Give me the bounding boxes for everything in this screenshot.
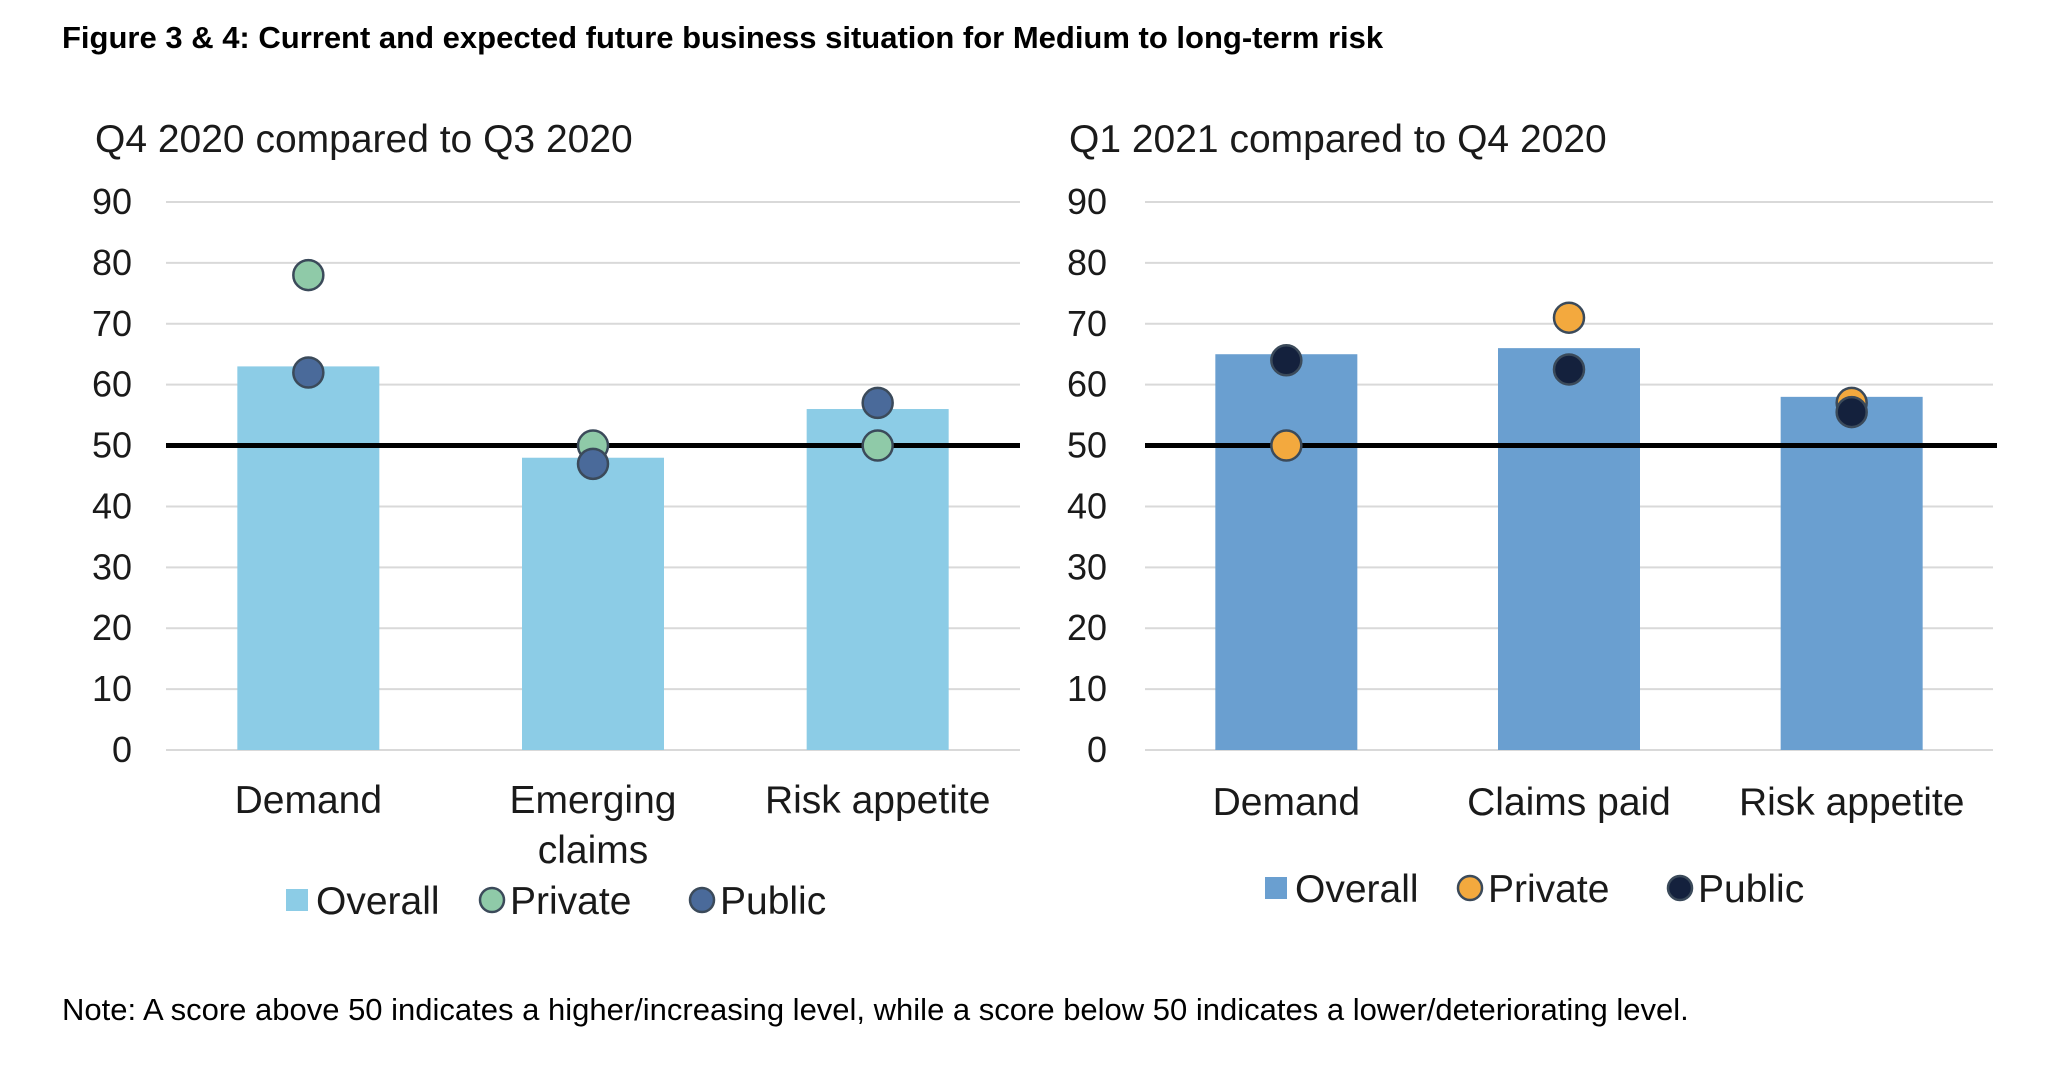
bar-overall-claims-paid bbox=[1498, 348, 1640, 750]
legend-swatch-public bbox=[1666, 874, 1694, 902]
legend-swatch-overall bbox=[1265, 877, 1287, 899]
x-category-label: Risk appetite bbox=[1739, 781, 1964, 824]
y-tick-label: 0 bbox=[112, 729, 132, 770]
x-category-label: Demand bbox=[1213, 781, 1360, 824]
legend: Overall Private Public bbox=[1265, 868, 1804, 911]
bar-overall-demand bbox=[237, 366, 380, 750]
y-tick-label: 20 bbox=[1067, 607, 1107, 648]
y-tick-label: 50 bbox=[92, 425, 132, 466]
y-tick-label: 90 bbox=[1067, 181, 1107, 222]
point-public-risk-appetite bbox=[1835, 395, 1868, 429]
y-tick-label: 80 bbox=[1067, 242, 1107, 283]
y-tick-label: 80 bbox=[92, 242, 132, 283]
y-tick-label: 30 bbox=[92, 546, 132, 587]
legend-label-private: Private bbox=[510, 880, 631, 923]
bar-overall-emerging-claims bbox=[522, 457, 664, 750]
bar-overall-risk-appetite bbox=[1780, 396, 1923, 750]
y-tick-label: 40 bbox=[1067, 485, 1107, 526]
point-public-risk-appetite bbox=[861, 386, 894, 420]
figure-note: Note: A score above 50 indicates a highe… bbox=[62, 992, 1689, 1027]
point-public-demand bbox=[1270, 344, 1303, 377]
y-tick-label: 60 bbox=[1067, 364, 1107, 405]
bar-overall-risk-appetite bbox=[806, 409, 949, 750]
point-private-claims-paid bbox=[1552, 301, 1586, 334]
y-tick-label: 40 bbox=[92, 485, 132, 526]
x-category-label: Risk appetite bbox=[765, 779, 990, 822]
point-private-demand bbox=[1270, 429, 1303, 462]
chart-title: Q4 2020 compared to Q3 2020 bbox=[95, 118, 633, 161]
point-private-demand bbox=[292, 258, 325, 292]
legend-label-overall: Overall bbox=[1295, 868, 1419, 911]
y-tick-label: 20 bbox=[92, 607, 132, 648]
legend-label-public: Public bbox=[720, 880, 826, 923]
y-tick-label: 10 bbox=[1067, 668, 1107, 709]
y-tick-label: 30 bbox=[1067, 546, 1107, 587]
legend-label-public: Public bbox=[1698, 868, 1804, 911]
x-category-label: Emerging bbox=[510, 779, 677, 822]
bar-overall-demand bbox=[1215, 354, 1358, 750]
x-category-label: Demand bbox=[235, 779, 382, 822]
legend-swatch-public bbox=[688, 886, 716, 914]
chart-left: Q4 2020 compared to Q3 2020 0 10 20 30 40 50 60… bbox=[92, 118, 1020, 923]
y-tick-label: 90 bbox=[92, 181, 132, 222]
y-tick-label: 60 bbox=[92, 364, 132, 405]
chart-right: Q1 2021 compared to Q4 2020 0 10 20 30 40 50 60… bbox=[1067, 118, 1997, 911]
y-tick-label: 10 bbox=[92, 668, 132, 709]
legend-label-overall: Overall bbox=[316, 880, 440, 923]
y-tick-label: 50 bbox=[1067, 425, 1107, 466]
legend-swatch-private bbox=[1456, 874, 1484, 902]
legend-swatch-overall bbox=[286, 889, 308, 911]
figure-title: Figure 3 & 4: Current and expected futur… bbox=[62, 20, 1384, 55]
point-public-claims-paid bbox=[1552, 353, 1586, 386]
legend: Overall Private Public bbox=[286, 880, 826, 923]
y-tick-label: 0 bbox=[1087, 729, 1107, 770]
point-public-emerging-claims bbox=[576, 447, 610, 481]
x-category-label: Claims paid bbox=[1467, 781, 1671, 824]
y-tick-label: 70 bbox=[92, 303, 132, 344]
legend-label-private: Private bbox=[1488, 868, 1609, 911]
point-private-risk-appetite bbox=[861, 429, 894, 462]
y-tick-label: 70 bbox=[1067, 303, 1107, 344]
legend-swatch-private bbox=[478, 886, 506, 914]
chart-title: Q1 2021 compared to Q4 2020 bbox=[1069, 118, 1607, 161]
x-category-label: claims bbox=[538, 829, 649, 872]
point-public-demand bbox=[292, 356, 325, 389]
